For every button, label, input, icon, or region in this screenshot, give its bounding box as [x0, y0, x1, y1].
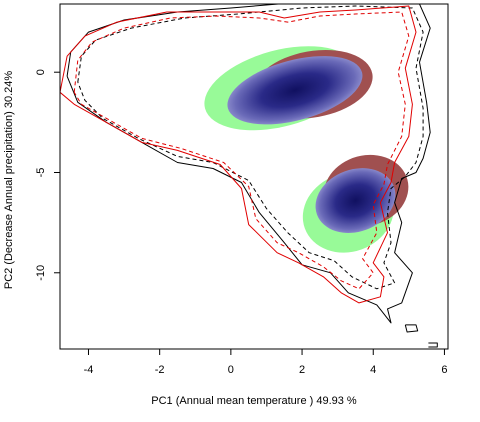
niche-blue-2 — [227, 56, 363, 125]
contour-black-dashed-1 — [77, 5, 424, 290]
niche-blue-5 — [315, 168, 396, 233]
x-tick-label-4: 4 — [370, 364, 376, 376]
y-tick-label-0: 0 — [35, 69, 47, 75]
contour-red-dashed-3 — [73, 11, 410, 290]
plot-frame — [59, 3, 449, 350]
y-tick-label--10: -10 — [35, 265, 47, 281]
x-tick-label-0: 0 — [228, 364, 234, 376]
x-tick-label-2: 2 — [299, 364, 305, 376]
contour-black-solid-4 — [404, 324, 419, 333]
contour-black-solid-0 — [66, 4, 431, 324]
axes: -4 -2 0 2 4 6 0 -5 -10 — [35, 3, 449, 376]
x-tick-label-6: 6 — [441, 364, 447, 376]
y-tick-label--5: -5 — [35, 168, 47, 178]
contour-black-solid-5 — [428, 342, 438, 348]
y-axis-label: PC2 (Decrease Annual precipitation) 30.2… — [3, 71, 15, 290]
contour-red-solid-2 — [60, 5, 417, 304]
plot-area — [60, 4, 438, 348]
x-tick-label--2: -2 — [155, 364, 165, 376]
x-tick-label--4: -4 — [84, 364, 94, 376]
x-axis-label: PC1 (Annual mean temperature ) 49.93 % — [151, 395, 357, 407]
